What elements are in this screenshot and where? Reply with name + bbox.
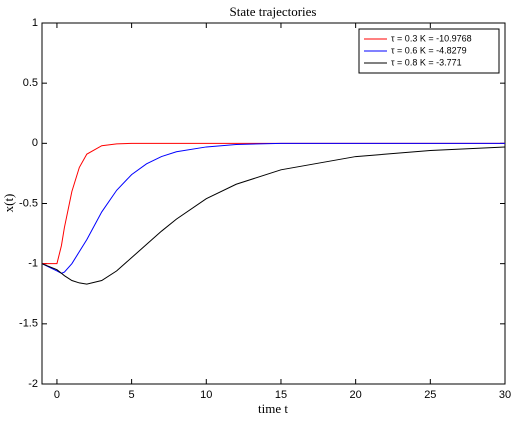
y-tick-label: -1 (28, 258, 38, 270)
x-tick-label: 10 (200, 389, 212, 401)
series-line (41, 142, 505, 274)
plot-area (41, 22, 506, 385)
legend-label: τ = 0.3 K = -10.9768 (391, 33, 472, 43)
y-axis-label: x(t) (1, 194, 16, 213)
x-tick-label: 25 (424, 389, 436, 401)
x-axis-label: time t (258, 401, 288, 416)
x-tick-label: 5 (129, 389, 135, 401)
x-tick-label: 0 (54, 389, 60, 401)
series-line (41, 146, 506, 285)
y-tick-label: -2 (28, 378, 38, 390)
y-tick-label: 0 (32, 137, 38, 149)
x-tick-label: 20 (350, 389, 362, 401)
y-tick-label: -1.5 (19, 318, 38, 330)
legend-label: τ = 0.8 K = -3.771 (391, 57, 462, 67)
x-tick-label: 30 (499, 389, 511, 401)
chart-title: State trajectories (230, 4, 317, 19)
x-tick-label: 15 (275, 389, 287, 401)
legend-label: τ = 0.6 K = -4.8279 (391, 45, 467, 55)
y-tick-label: 0.5 (23, 77, 38, 89)
y-tick-label: -0.5 (19, 197, 38, 209)
y-tick-label: 1 (32, 17, 38, 29)
